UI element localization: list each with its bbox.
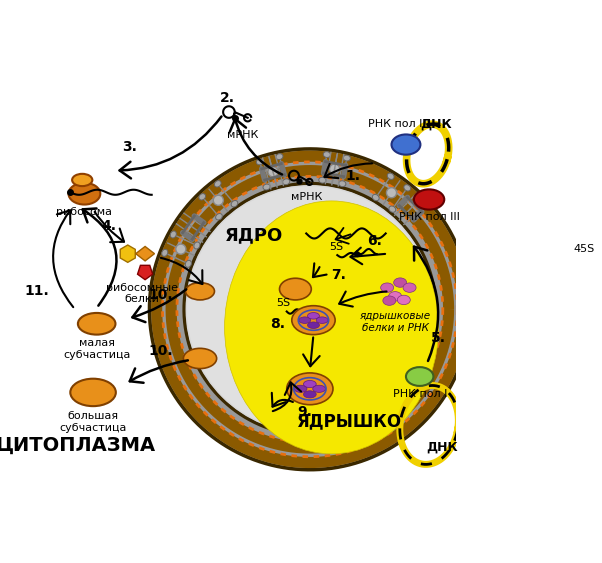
Ellipse shape xyxy=(268,167,278,177)
Text: ДНК: ДНК xyxy=(426,440,458,453)
Ellipse shape xyxy=(343,155,350,161)
Ellipse shape xyxy=(329,164,340,174)
Ellipse shape xyxy=(406,367,433,386)
Ellipse shape xyxy=(389,292,402,301)
Ellipse shape xyxy=(70,379,116,406)
Ellipse shape xyxy=(303,391,316,398)
Ellipse shape xyxy=(403,283,416,292)
Text: 8.: 8. xyxy=(270,317,285,331)
Text: РНК пол II: РНК пол II xyxy=(368,119,426,129)
Ellipse shape xyxy=(308,312,320,319)
Text: 9.: 9. xyxy=(297,405,312,419)
Text: 10.: 10. xyxy=(148,288,173,302)
Ellipse shape xyxy=(299,317,311,323)
Ellipse shape xyxy=(69,183,101,204)
Text: 4.: 4. xyxy=(102,219,116,233)
Ellipse shape xyxy=(279,278,311,300)
Text: 10.: 10. xyxy=(148,344,173,358)
Ellipse shape xyxy=(213,195,223,205)
Ellipse shape xyxy=(263,184,270,190)
Ellipse shape xyxy=(194,242,200,249)
Circle shape xyxy=(149,149,470,470)
Text: 11.: 11. xyxy=(24,284,49,298)
Ellipse shape xyxy=(383,296,396,305)
Ellipse shape xyxy=(176,244,186,254)
Ellipse shape xyxy=(216,213,222,220)
Text: мРНК: мРНК xyxy=(291,192,323,202)
Ellipse shape xyxy=(391,135,420,155)
Circle shape xyxy=(187,186,433,432)
Circle shape xyxy=(185,185,434,434)
Ellipse shape xyxy=(287,373,333,405)
Text: ЯДРО: ЯДРО xyxy=(225,227,282,244)
Ellipse shape xyxy=(162,249,168,256)
Text: 2.: 2. xyxy=(220,91,235,105)
Text: 6.: 6. xyxy=(367,234,382,248)
Text: 7.: 7. xyxy=(331,269,346,283)
Polygon shape xyxy=(120,245,135,262)
Text: 45S: 45S xyxy=(574,244,595,254)
Text: ядрышковые
белки и РНК: ядрышковые белки и РНК xyxy=(359,311,430,333)
Ellipse shape xyxy=(373,194,379,200)
Text: 3.: 3. xyxy=(122,140,137,154)
Text: 5S: 5S xyxy=(329,242,343,252)
Ellipse shape xyxy=(294,385,307,392)
Text: РНК пол I: РНК пол I xyxy=(393,389,447,399)
Ellipse shape xyxy=(225,201,438,454)
Ellipse shape xyxy=(323,151,330,158)
Ellipse shape xyxy=(185,260,191,267)
Text: рибосомные
белки: рибосомные белки xyxy=(106,283,178,304)
Ellipse shape xyxy=(231,200,238,207)
Ellipse shape xyxy=(282,179,290,185)
Text: ЯДРЫШКО: ЯДРЫШКО xyxy=(297,412,402,430)
Ellipse shape xyxy=(303,381,316,387)
Ellipse shape xyxy=(380,283,394,292)
Text: 1.: 1. xyxy=(346,169,361,182)
Text: малая
субчастица: малая субчастица xyxy=(63,338,131,360)
Ellipse shape xyxy=(72,174,92,186)
Ellipse shape xyxy=(316,317,328,323)
Ellipse shape xyxy=(184,348,217,369)
Ellipse shape xyxy=(170,231,176,238)
Text: ЦИТОПЛАЗМА: ЦИТОПЛАЗМА xyxy=(0,436,155,455)
Ellipse shape xyxy=(214,181,221,187)
Ellipse shape xyxy=(389,206,396,212)
Ellipse shape xyxy=(404,185,411,191)
Ellipse shape xyxy=(318,177,326,183)
Ellipse shape xyxy=(339,181,346,186)
Ellipse shape xyxy=(276,154,283,159)
Text: большая
субчастица: большая субчастица xyxy=(60,411,127,433)
Ellipse shape xyxy=(256,159,264,165)
Ellipse shape xyxy=(78,313,116,334)
Circle shape xyxy=(185,185,434,434)
Ellipse shape xyxy=(185,283,214,300)
Ellipse shape xyxy=(199,194,205,200)
Text: рибосома: рибосома xyxy=(57,207,113,217)
Ellipse shape xyxy=(386,187,397,198)
Ellipse shape xyxy=(414,189,444,209)
Polygon shape xyxy=(135,247,155,261)
Ellipse shape xyxy=(397,295,411,305)
Text: 5.: 5. xyxy=(431,331,446,345)
Text: 5S: 5S xyxy=(276,298,290,308)
Ellipse shape xyxy=(292,306,335,334)
Text: РНК пол III: РНК пол III xyxy=(399,212,459,222)
Ellipse shape xyxy=(313,385,326,392)
Ellipse shape xyxy=(394,278,407,287)
Ellipse shape xyxy=(387,173,394,180)
Ellipse shape xyxy=(308,322,320,328)
Text: мРНК: мРНК xyxy=(227,130,258,140)
Polygon shape xyxy=(137,265,153,280)
Text: ДНК: ДНК xyxy=(420,117,452,130)
